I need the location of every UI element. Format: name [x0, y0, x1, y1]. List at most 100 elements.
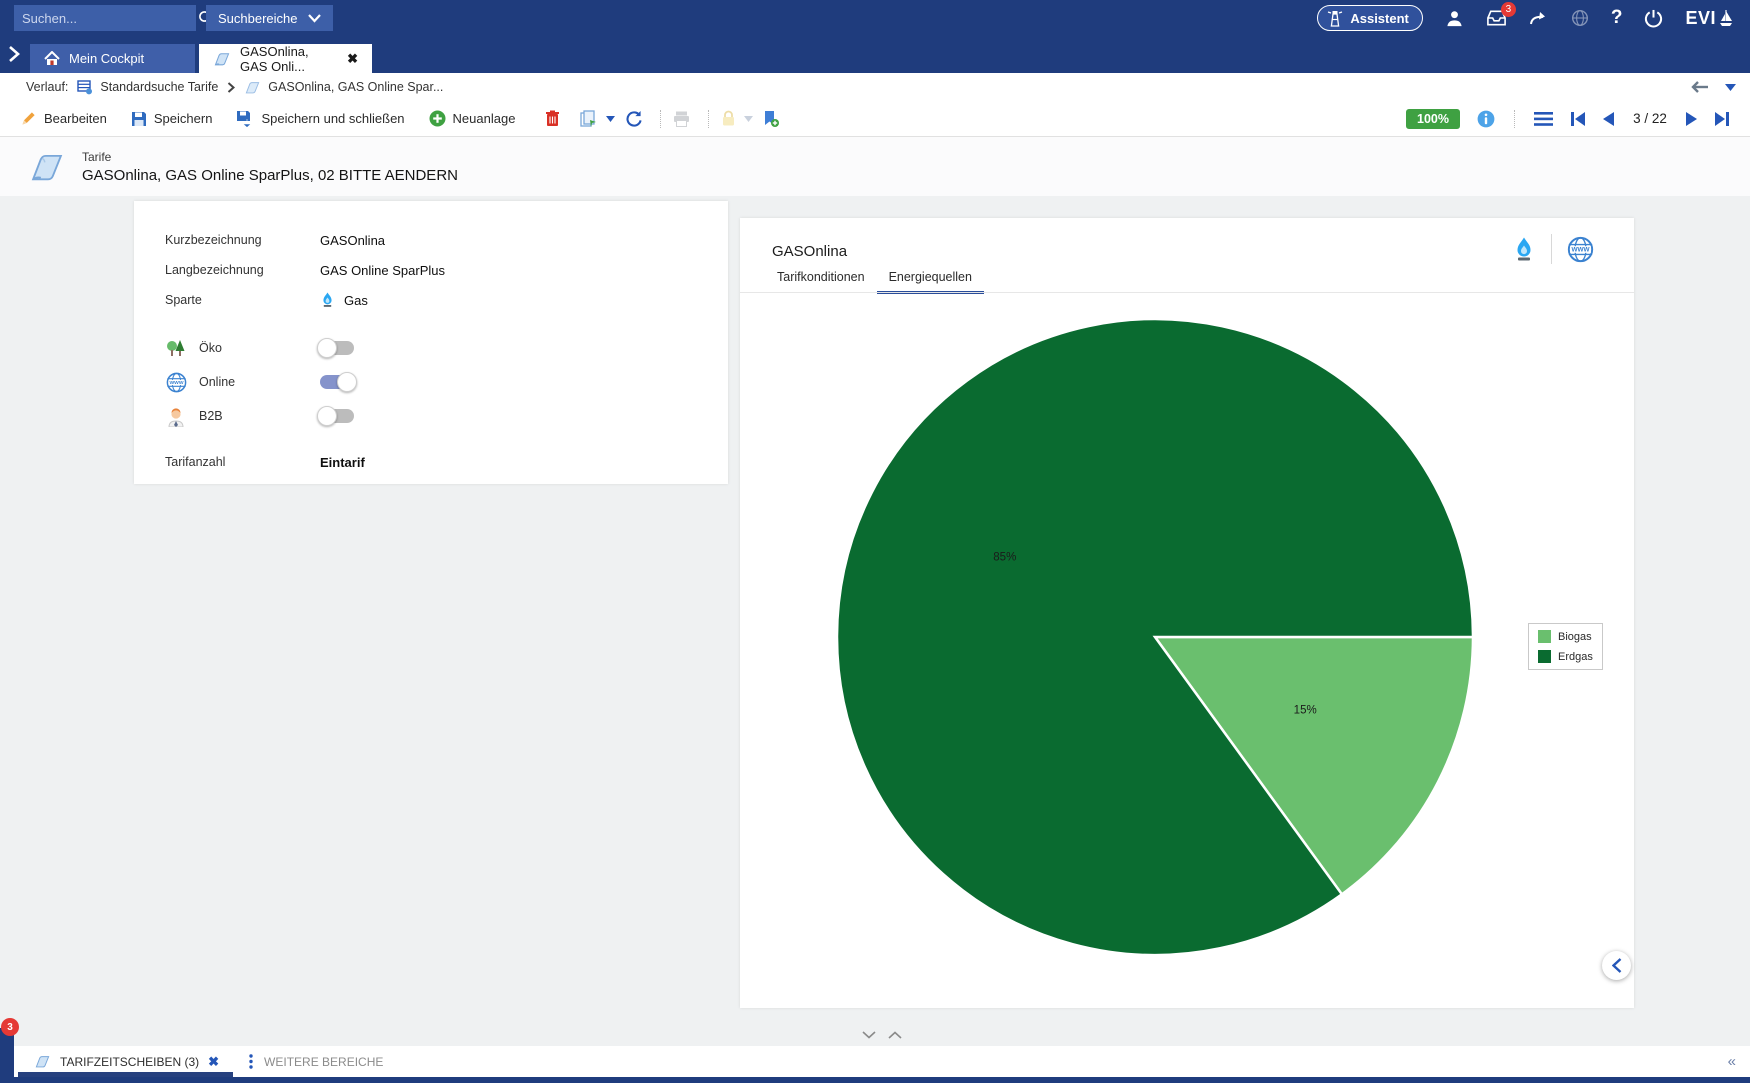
trees-icon	[165, 338, 187, 358]
last-page-icon[interactable]	[1714, 111, 1730, 126]
tab-tarifkonditionen[interactable]: Tarifkonditionen	[777, 270, 865, 284]
pie-slice-erdgas[interactable]	[835, 317, 1475, 957]
panel-title: GASOnlina	[772, 243, 848, 260]
toggle-label: Online	[199, 375, 236, 389]
power-icon[interactable]	[1644, 9, 1663, 28]
assistant-button[interactable]: Assistent	[1317, 5, 1423, 31]
bottom-collapse-icon[interactable]: «	[1727, 1053, 1736, 1070]
tariff-details-card: Kurzbezeichnung GASOnlina Langbezeichnun…	[134, 201, 728, 484]
edit-button[interactable]: Bearbeiten	[20, 110, 107, 127]
field-value: Gas	[344, 292, 368, 308]
history-back-icon[interactable]	[1691, 81, 1709, 93]
more-areas-button[interactable]: WEITERE BEREICHE	[249, 1054, 383, 1069]
legend-item-erdgas: Erdgas	[1538, 650, 1593, 663]
business-person-icon	[165, 406, 187, 427]
next-page-icon[interactable]	[1686, 111, 1697, 126]
kebab-icon	[249, 1054, 253, 1069]
gas-flame-icon	[1512, 235, 1536, 264]
pie-svg: 15% 85%	[835, 317, 1475, 957]
legend-label: Erdgas	[1558, 650, 1593, 663]
breadcrumb-item-standardsuche[interactable]: Standardsuche Tarife	[77, 79, 218, 95]
tab-close-icon[interactable]: ✖	[208, 1053, 220, 1069]
breadcrumb-prefix: Verlauf:	[26, 80, 69, 94]
first-page-icon[interactable]	[1570, 111, 1586, 126]
duplicate-button[interactable]	[580, 110, 598, 127]
splitter-collapse-icon[interactable]	[862, 1031, 876, 1039]
energy-panel: GASOnlina WWW Tarifkonditionen Energiequ…	[740, 218, 1634, 1008]
legend-swatch	[1538, 630, 1551, 643]
plus-circle-icon	[429, 110, 446, 127]
search-scope-label: Suchbereiche	[218, 10, 298, 26]
user-icon[interactable]	[1445, 9, 1464, 28]
legend-item-biogas: Biogas	[1538, 630, 1593, 643]
previous-page-icon[interactable]	[1603, 111, 1614, 126]
notebook-icon	[213, 51, 231, 67]
menu-icon[interactable]	[1534, 111, 1553, 126]
pie-slice-biogas[interactable]	[1152, 635, 1475, 897]
www-globe-icon: WWW	[165, 372, 187, 393]
field-value: GAS Online SparPlus	[320, 262, 446, 278]
toggle-label: B2B	[199, 409, 223, 423]
inbox-button[interactable]: 3	[1486, 2, 1516, 27]
assistant-label: Assistent	[1350, 10, 1409, 26]
bookmark-add-button[interactable]	[763, 110, 780, 128]
breadcrumb-item-gasonlina[interactable]: GASOnlina, GAS Online Spar...	[244, 80, 443, 95]
save-button[interactable]: Speichern	[131, 111, 212, 127]
search-scope-dropdown[interactable]: Suchbereiche	[206, 5, 333, 31]
field-value: Eintarif	[320, 454, 365, 470]
info-icon[interactable]	[1477, 110, 1495, 128]
legend-label: Biogas	[1558, 630, 1592, 643]
tab-gasonlina[interactable]: GASOnlina, GAS Onli... ✖	[199, 43, 372, 74]
breadcrumb: Verlauf: Standardsuche Tarife GASOnlina,…	[0, 73, 1750, 101]
toggle-row-b2b: B2B	[165, 399, 728, 433]
field-value: GASOnlina	[320, 232, 386, 248]
zoom-badge[interactable]: 100%	[1406, 108, 1460, 129]
chevron-down-icon	[307, 13, 321, 23]
expand-panel-icon[interactable]	[8, 46, 20, 62]
tab-label: Mein Cockpit	[69, 51, 145, 66]
save-and-close-button[interactable]: Speichern und schließen	[236, 110, 405, 127]
brand-logo: EVI	[1685, 8, 1734, 29]
splitter-expand-icon[interactable]	[888, 1031, 902, 1039]
content-area: Kurzbezeichnung GASOnlina Langbezeichnun…	[0, 196, 1750, 1046]
online-toggle[interactable]	[320, 372, 357, 392]
svg-text:WWW: WWW	[1571, 246, 1590, 253]
help-icon[interactable]: ?	[1610, 7, 1623, 28]
floppy-icon	[131, 111, 147, 127]
page-indicator: 3 / 22	[1633, 111, 1667, 126]
toggle-label: Öko	[199, 341, 222, 355]
notification-badge: 3	[1, 1018, 19, 1036]
field-tarifanzahl: Tarifanzahl Eintarif	[165, 447, 728, 477]
tab-tarifzeitscheiben[interactable]: TARIFZEITSCHEIBEN (3) ✖	[17, 1046, 234, 1077]
refresh-button[interactable]	[625, 110, 643, 127]
oeko-toggle[interactable]	[317, 338, 354, 358]
tab-close-icon[interactable]: ✖	[347, 50, 358, 66]
redo-icon[interactable]	[1529, 10, 1549, 26]
field-sparte: Sparte Gas	[165, 285, 728, 315]
toggle-row-online: WWW Online	[165, 365, 728, 399]
field-label: Sparte	[165, 293, 202, 307]
field-langbezeichnung: Langbezeichnung GAS Online SparPlus	[165, 255, 728, 285]
delete-button[interactable]	[545, 110, 560, 127]
search-box[interactable]	[14, 5, 214, 31]
pie-label-erdgas: 85%	[993, 552, 1016, 564]
bottom-edge	[0, 1077, 1750, 1083]
tab-label: GASOnlina, GAS Onli...	[240, 43, 309, 74]
pencil-icon	[20, 110, 37, 127]
notebook-icon	[244, 80, 261, 95]
gas-flame-icon	[320, 291, 335, 309]
page-category: Tarife	[82, 149, 112, 164]
pie-label-biogas: 15%	[1294, 705, 1317, 717]
panel-collapse-button[interactable]	[1602, 951, 1631, 980]
divider	[740, 292, 1634, 293]
search-input[interactable]	[22, 10, 198, 26]
create-new-button[interactable]: Neuanlage	[429, 110, 515, 127]
duplicate-dropdown-icon[interactable]	[606, 115, 616, 122]
tab-mein-cockpit[interactable]: Mein Cockpit	[30, 44, 195, 73]
toggle-row-oeko: Öko	[165, 331, 728, 365]
print-button	[673, 111, 690, 127]
bottom-bar: TARIFZEITSCHEIBEN (3) ✖ WEITERE BEREICHE…	[0, 1046, 1750, 1077]
b2b-toggle[interactable]	[317, 406, 354, 426]
separator	[1514, 109, 1515, 128]
history-dropdown-icon[interactable]	[1725, 83, 1736, 91]
